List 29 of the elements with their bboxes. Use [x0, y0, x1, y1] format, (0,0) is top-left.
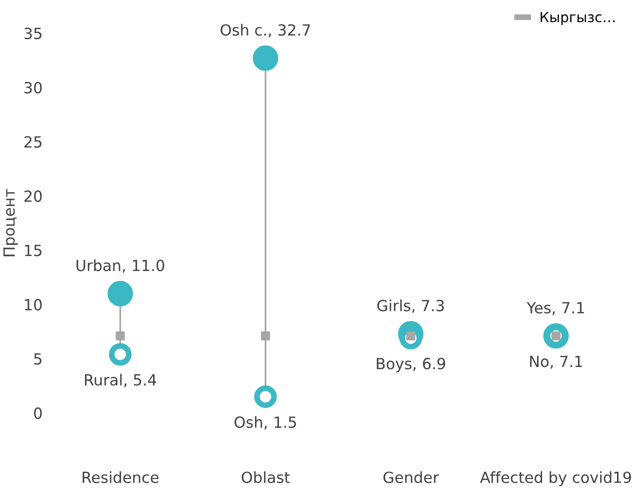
- y-tick-label: 30: [24, 82, 42, 94]
- y-tick-label: 35: [24, 28, 42, 40]
- point: [254, 385, 277, 408]
- data-label: Yes, 7.1: [526, 302, 584, 316]
- point: [108, 343, 132, 366]
- point: [261, 331, 270, 340]
- data-label: Boys, 6.9: [376, 358, 446, 372]
- data-label: Osh, 1.5: [234, 416, 296, 430]
- point: [252, 45, 278, 71]
- y-tick-label: 15: [25, 244, 42, 256]
- data-label: Girls, 7.3: [377, 300, 444, 313]
- data-label: No, 7.1: [530, 356, 582, 369]
- y-axis-title: Процент: [3, 188, 18, 256]
- point: [116, 331, 125, 340]
- data-label: Osh c., 32.7: [220, 24, 310, 38]
- x-tick-label: Affected by covid19: [480, 471, 632, 486]
- data-label: Rural, 5.4: [85, 374, 156, 388]
- point: [108, 280, 133, 306]
- y-tick-label: 0: [34, 407, 42, 419]
- point: [406, 331, 416, 340]
- x-tick-label: Residence: [82, 471, 158, 484]
- x-tick-label: Oblast: [242, 471, 290, 484]
- y-tick-label: 5: [34, 353, 42, 365]
- data-label: Urban, 11.0: [76, 259, 164, 273]
- y-tick-label: 25: [24, 136, 42, 148]
- legend-label: Кыргызс…: [540, 12, 615, 25]
- y-tick-label: 10: [25, 298, 42, 310]
- x-tick-label: Gender: [383, 471, 439, 484]
- y-tick-label: 20: [24, 190, 42, 202]
